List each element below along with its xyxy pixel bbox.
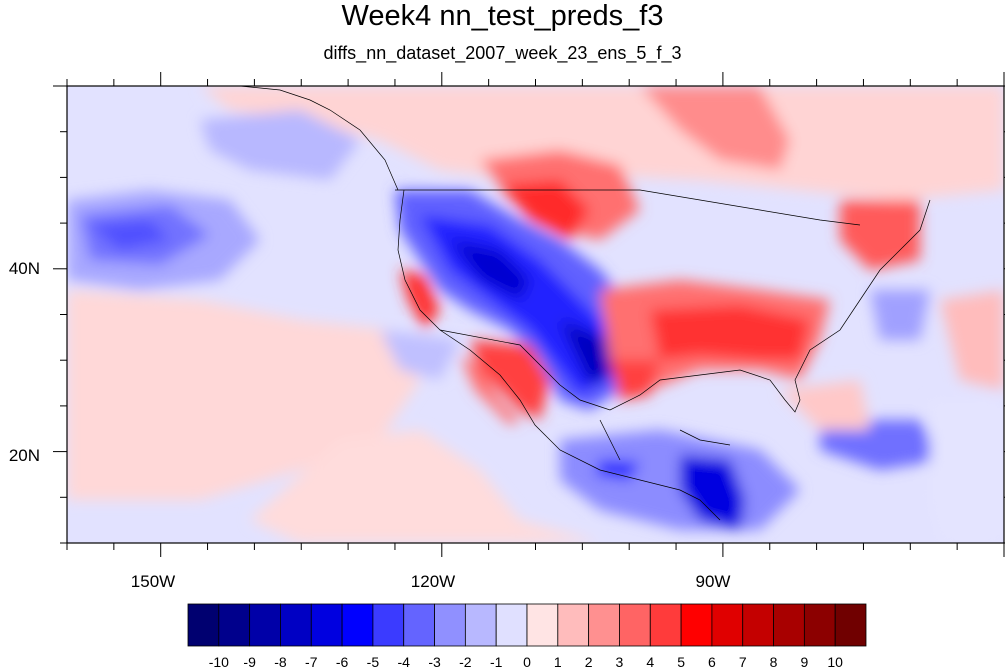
colorbar-label: 7 — [739, 654, 747, 670]
colorbar-label: 10 — [827, 654, 843, 670]
map-subtitle: diffs_nn_dataset_2007_week_23_ens_5_f_3 — [323, 43, 682, 63]
colorbar-swatch — [588, 603, 620, 647]
colorbar-swatch — [495, 603, 528, 647]
colorbar-label: -8 — [274, 654, 287, 670]
lon-label-120w: 120W — [411, 572, 455, 591]
colorbar-label: 9 — [800, 654, 808, 670]
colorbar-label: 4 — [646, 654, 654, 670]
colorbar-swatch — [372, 603, 405, 647]
colorbar-label: -9 — [243, 654, 256, 670]
colorbar-label: -2 — [459, 654, 472, 670]
colorbar-swatch — [803, 603, 836, 647]
colorbar-label: 6 — [708, 654, 716, 670]
colorbar-swatch — [711, 603, 744, 647]
colorbar-swatch — [310, 603, 343, 647]
lat-label-20n: 20N — [9, 446, 40, 465]
lat-label-40n: 40N — [9, 259, 40, 278]
colorbar-label: 8 — [770, 654, 778, 670]
colorbar-label: 1 — [554, 654, 562, 670]
colorbar-swatch — [557, 603, 590, 647]
lon-label-150w: 150W — [131, 572, 175, 591]
colorbar-label: -5 — [367, 654, 380, 670]
colorbar-label: 2 — [585, 654, 593, 670]
colorbar-swatch — [434, 603, 466, 647]
colorbar-label: -3 — [428, 654, 441, 670]
colorbar-swatch — [619, 603, 651, 647]
anomaly-field — [67, 86, 1004, 543]
colorbar-swatch — [218, 603, 251, 647]
colorbar-label: -4 — [398, 654, 411, 670]
colorbar-swatch — [403, 603, 435, 647]
colorbar-swatch — [464, 603, 497, 647]
colorbar-label: -1 — [490, 654, 503, 670]
map-axes — [53, 72, 1005, 557]
colorbar: -10 -9 -8 -7 -6 -5 -4 -3 -2 -1 0 1 2 3 4 5 6 7 8 9 10 — [187, 603, 867, 670]
colorbar-label: 5 — [677, 654, 685, 670]
colorbar-swatch — [249, 603, 281, 647]
colorbar-swatch — [526, 603, 559, 647]
colorbar-label: -7 — [305, 654, 318, 670]
colorbar-swatch — [341, 603, 374, 647]
colorbar-swatch — [742, 603, 774, 647]
map-title: Week4 nn_test_preds_f3 — [341, 0, 664, 32]
colorbar-swatch — [280, 603, 312, 647]
colorbar-label: -10 — [209, 654, 229, 670]
colorbar-label: 3 — [616, 654, 624, 670]
colorbar-swatch — [680, 603, 713, 647]
colorbar-swatch — [187, 603, 220, 647]
colorbar-swatch — [773, 603, 805, 647]
colorbar-swatch — [834, 603, 867, 647]
colorbar-label: 0 — [523, 654, 531, 670]
colorbar-swatch — [649, 603, 682, 647]
colorbar-label: -6 — [336, 654, 349, 670]
lon-label-90w: 90W — [696, 572, 731, 591]
